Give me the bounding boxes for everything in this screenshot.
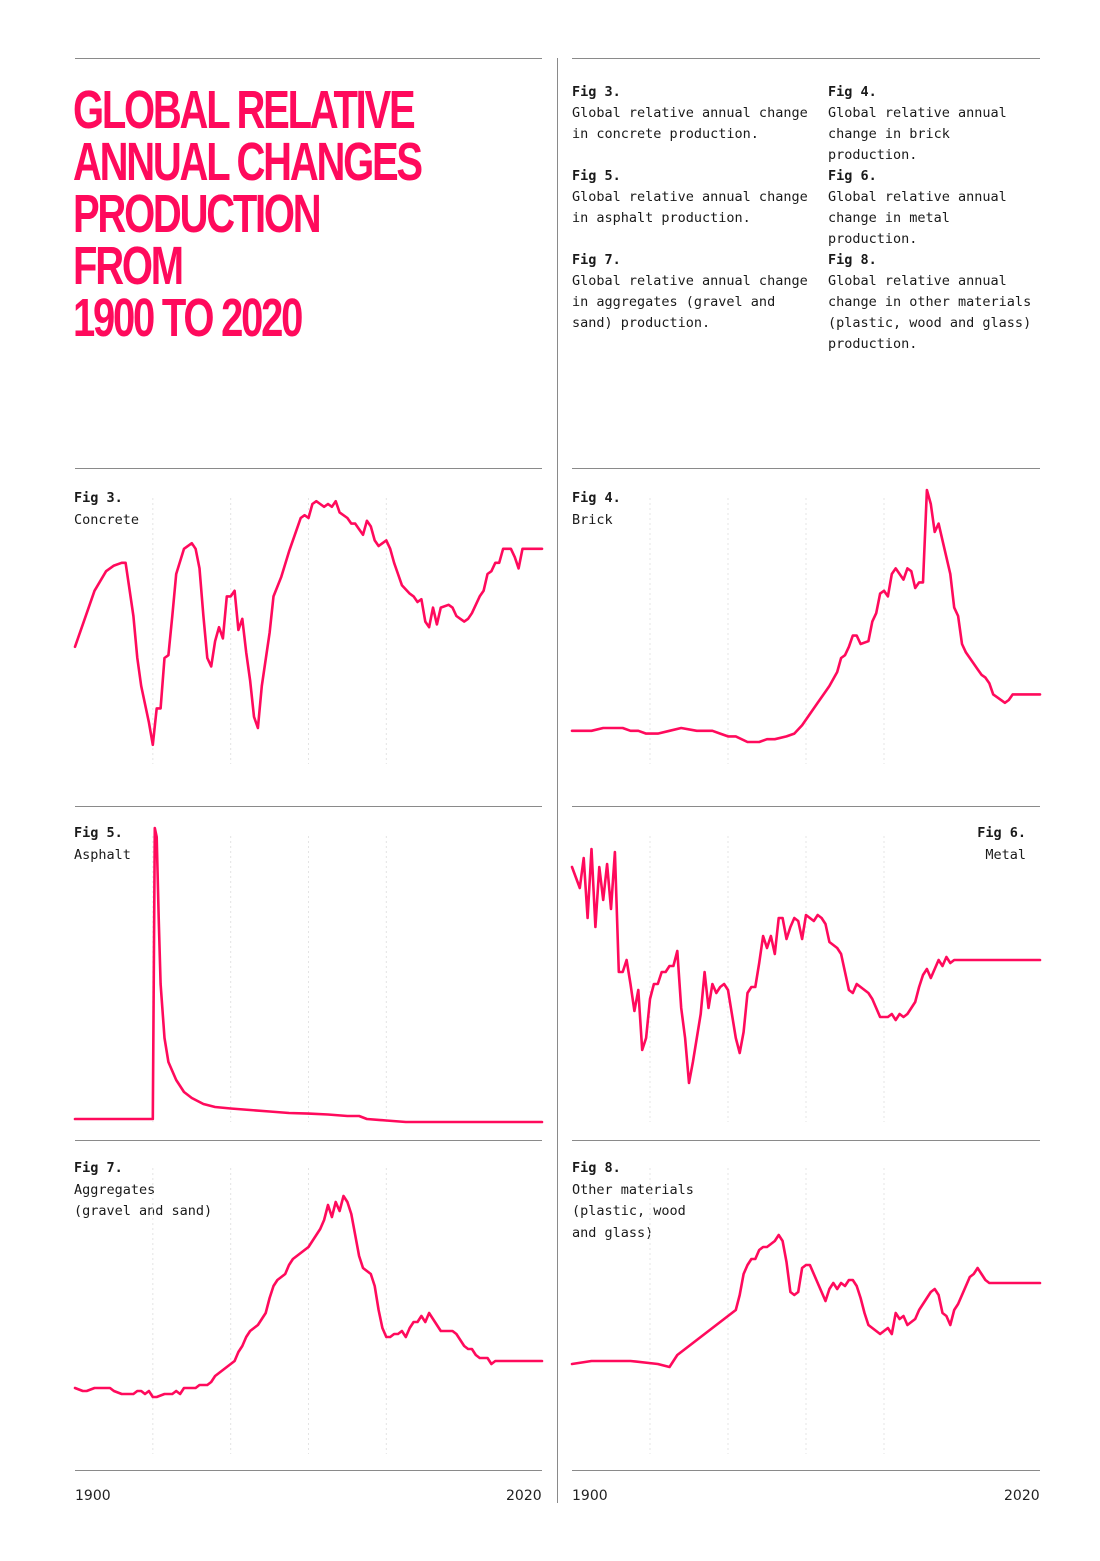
- panel-name: Concrete: [74, 511, 140, 528]
- axis-start-label-left: 1900: [75, 1488, 111, 1504]
- chart-svg: [570, 836, 1042, 1122]
- description-fig7: Fig 7. Global relative annual change in …: [572, 250, 812, 334]
- chart-svg: [73, 498, 544, 764]
- panel-label-brick: Fig 4. Brick: [572, 488, 621, 531]
- description-text: Global relative annual change in metal p…: [828, 189, 1007, 247]
- description-fig-number: Fig 5.: [572, 168, 621, 184]
- description-fig4: Fig 4. Global relative annual change in …: [828, 82, 1043, 166]
- description-fig-number: Fig 7.: [572, 252, 621, 268]
- top-rule-right: [572, 58, 1040, 59]
- row-rule-right-1: [572, 468, 1040, 469]
- panel-name: Asphalt: [74, 846, 131, 863]
- description-text: Global relative annual change in other m…: [828, 273, 1032, 352]
- top-rule-left: [75, 58, 542, 59]
- bottom-rule-left: [75, 1470, 542, 1471]
- description-fig-number: Fig 4.: [828, 84, 877, 100]
- series-line: [570, 847, 1042, 1085]
- panel-label-metal: Fig 6. Metal: [840, 823, 1026, 866]
- panel-fig-number: Fig 8.: [572, 1160, 621, 1176]
- row-rule-left-2: [75, 806, 542, 807]
- panel-name: Aggregates (gravel and sand): [74, 1181, 213, 1220]
- axis-end-label-right: 2020: [1004, 1488, 1040, 1504]
- chart-svg: [73, 826, 544, 1124]
- axis-end-label-left: 2020: [506, 1488, 542, 1504]
- chart-asphalt: [73, 826, 544, 1128]
- chart-concrete: [73, 490, 544, 770]
- panel-fig-number: Fig 4.: [572, 490, 621, 506]
- title-line: ANNUAL CHANGES: [73, 132, 423, 192]
- row-rule-right-2: [572, 806, 1040, 807]
- panel-fig-number: Fig 6.: [977, 825, 1026, 841]
- center-divider: [557, 58, 558, 1503]
- chart-svg: [570, 1168, 1042, 1454]
- description-text: Global relative annual change in brick p…: [828, 105, 1007, 163]
- panel-fig-number: Fig 7.: [74, 1160, 123, 1176]
- panel-label-other-materials: Fig 8. Other materials (plastic, wood an…: [572, 1158, 694, 1244]
- row-rule-left-1: [75, 468, 542, 469]
- series-line: [73, 1194, 544, 1399]
- chart-svg: [570, 488, 1042, 764]
- description-text: Global relative annual change in concret…: [572, 105, 808, 142]
- description-fig-number: Fig 8.: [828, 252, 877, 268]
- panel-fig-number: Fig 3.: [74, 490, 123, 506]
- chart-other-materials: [570, 1160, 1042, 1460]
- row-rule-right-3: [572, 1140, 1040, 1141]
- title-line: PRODUCTION: [73, 184, 322, 244]
- description-fig-number: Fig 3.: [572, 84, 621, 100]
- description-fig5: Fig 5. Global relative annual change in …: [572, 166, 812, 229]
- description-text: Global relative annual change in aggrega…: [572, 273, 808, 331]
- series-line: [73, 499, 544, 747]
- description-fig6: Fig 6. Global relative annual change in …: [828, 166, 1043, 250]
- chart-aggregates: [73, 1160, 544, 1460]
- description-fig-number: Fig 6.: [828, 168, 877, 184]
- bottom-rule-right: [572, 1470, 1040, 1471]
- chart-brick: [570, 488, 1042, 770]
- description-text: Global relative annual change in asphalt…: [572, 189, 808, 226]
- title-line: FROM: [73, 236, 184, 296]
- page-title: GLOBAL RELATIVE ANNUAL CHANGES PRODUCTIO…: [73, 80, 423, 348]
- row-rule-left-3: [75, 1140, 542, 1141]
- title-line: 1900 TO 2020: [73, 288, 303, 348]
- panel-fig-number: Fig 5.: [74, 825, 123, 841]
- series-line: [570, 488, 1042, 744]
- axis-start-label-right: 1900: [572, 1488, 608, 1504]
- panel-label-asphalt: Fig 5. Asphalt: [74, 823, 131, 866]
- description-fig8: Fig 8. Global relative annual change in …: [828, 250, 1043, 355]
- panel-label-aggregates: Fig 7. Aggregates (gravel and sand): [74, 1158, 212, 1223]
- series-line: [73, 826, 544, 1124]
- panel-name: Other materials (plastic, wood and glass…: [572, 1181, 694, 1241]
- title-line: GLOBAL RELATIVE: [73, 80, 416, 140]
- chart-svg: [73, 1168, 544, 1454]
- panel-name: Brick: [572, 511, 613, 528]
- chart-metal: [570, 828, 1042, 1128]
- panel-name: Metal: [985, 846, 1026, 863]
- series-line: [570, 1233, 1042, 1369]
- panel-label-concrete: Fig 3. Concrete: [74, 488, 139, 531]
- description-fig3: Fig 3. Global relative annual change in …: [572, 82, 812, 145]
